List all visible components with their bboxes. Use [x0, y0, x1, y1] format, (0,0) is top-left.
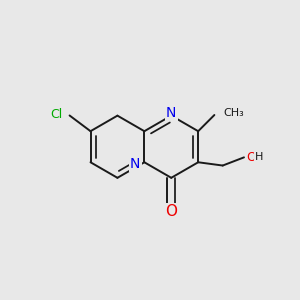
- Text: CH₃: CH₃: [224, 108, 244, 118]
- Text: H: H: [254, 152, 263, 162]
- Text: N: N: [130, 157, 140, 171]
- Text: O: O: [247, 151, 256, 164]
- Text: O: O: [165, 204, 177, 219]
- Text: N: N: [166, 106, 176, 120]
- Text: Cl: Cl: [50, 108, 62, 121]
